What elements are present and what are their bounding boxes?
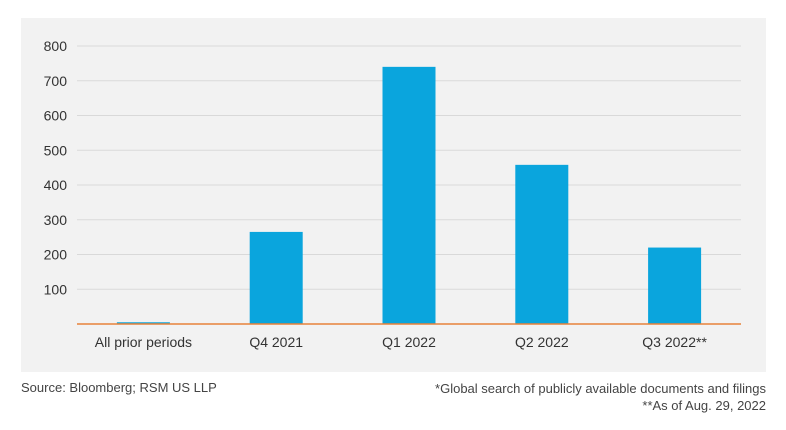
source-note: Source: Bloomberg; RSM US LLP bbox=[21, 380, 217, 395]
y-tick-label: 500 bbox=[44, 142, 68, 158]
bar-4 bbox=[648, 247, 702, 324]
footnote-as-of-date: **As of Aug. 29, 2022 bbox=[642, 398, 766, 413]
footnote-global-search: *Global search of publicly available doc… bbox=[435, 381, 766, 396]
chart-panel: 100 200 300 400 500 600 700 800 All prior perio… bbox=[21, 18, 766, 372]
x-tick-label: Q3 2022** bbox=[642, 334, 707, 350]
bars bbox=[116, 66, 702, 324]
bar-2 bbox=[382, 66, 436, 324]
y-tick-label: 200 bbox=[44, 247, 68, 263]
y-tick-label: 800 bbox=[44, 38, 68, 54]
y-axis-ticks: 100 200 300 400 500 600 700 800 bbox=[44, 38, 68, 297]
y-tick-label: 600 bbox=[44, 108, 68, 124]
bar-3 bbox=[515, 164, 569, 324]
x-tick-label: Q4 2021 bbox=[249, 334, 303, 350]
footnotes: *Global search of publicly available doc… bbox=[435, 380, 766, 414]
x-axis-ticks: All prior periods Q4 2021 Q1 2022 Q2 2022 Q3… bbox=[95, 334, 708, 350]
y-tick-label: 100 bbox=[44, 281, 68, 297]
y-tick-label: 700 bbox=[44, 73, 68, 89]
bar-chart: 100 200 300 400 500 600 700 800 All prior perio… bbox=[44, 38, 741, 350]
y-tick-label: 300 bbox=[44, 212, 68, 228]
y-tick-label: 400 bbox=[44, 177, 68, 193]
bar-1 bbox=[249, 231, 303, 324]
bar-0 bbox=[116, 322, 170, 324]
x-tick-label: Q1 2022 bbox=[382, 334, 436, 350]
x-tick-label: Q2 2022 bbox=[515, 334, 569, 350]
x-tick-label: All prior periods bbox=[95, 334, 192, 350]
